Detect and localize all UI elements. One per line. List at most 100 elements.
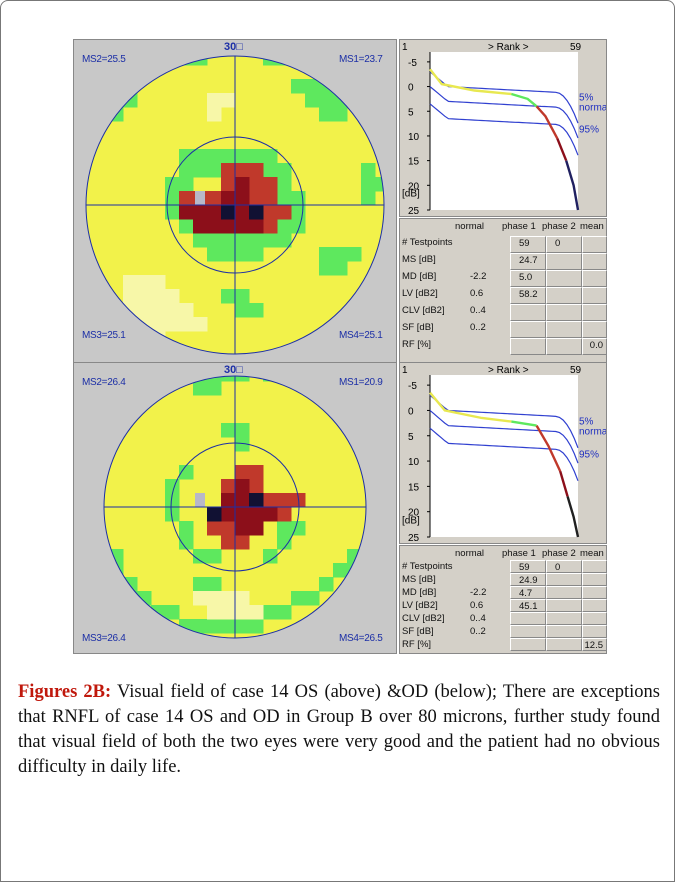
- field-cell-pale: [207, 93, 222, 108]
- table-header: phase 1: [502, 221, 536, 232]
- field-cell-pale: [235, 605, 250, 620]
- field-cell-darkred: [179, 205, 194, 220]
- field-cell-green: [165, 479, 180, 494]
- y-tick-label: 15: [408, 157, 420, 168]
- field-cell-red: [263, 219, 278, 234]
- field-cell-pale: [207, 591, 222, 606]
- field-cell-green: [193, 149, 208, 164]
- field-cell-green: [104, 549, 110, 564]
- table-cell-phase1: [510, 638, 546, 651]
- y-tick-label: 25: [408, 533, 420, 543]
- field-cell-darkred: [193, 219, 208, 234]
- table-normal-value: -2.2: [470, 587, 487, 598]
- table-header: phase 2: [542, 548, 576, 559]
- table-row-label: SF [dB]: [402, 626, 434, 637]
- table-row-label: # Testpoints: [402, 561, 453, 572]
- table-row-label: MS [dB]: [402, 574, 436, 585]
- table-cell-mean: [582, 270, 607, 287]
- field-cell-green: [277, 177, 292, 192]
- field-cell-red: [221, 521, 236, 536]
- field-cell-pale: [137, 303, 152, 318]
- blind-spot-cell: [195, 191, 205, 205]
- field-cell-red: [263, 191, 278, 206]
- field-cell-green: [235, 619, 250, 634]
- y-tick-label: 25: [408, 206, 420, 216]
- field-cell-pale: [151, 303, 166, 318]
- field-cell-green: [179, 521, 194, 536]
- field-cell-green: [249, 619, 264, 634]
- table-cell-value: 59: [519, 562, 530, 573]
- percentile-95-curve: [429, 103, 579, 156]
- field-cell-green: [221, 289, 236, 304]
- field-cell-green: [291, 591, 306, 606]
- field-cell-green: [361, 423, 366, 438]
- y-tick-label: -5: [408, 58, 417, 69]
- field-cell-green: [333, 395, 348, 410]
- y-tick-label: 20: [408, 508, 420, 519]
- table-cell-phase2: [546, 599, 582, 612]
- patient-curve-segment: [429, 391, 512, 423]
- table-cell-mean: [582, 625, 607, 638]
- field-30-label: 30□: [224, 41, 243, 53]
- ms4-label: MS4=26.5: [339, 633, 383, 644]
- field-cell-green: [263, 549, 278, 564]
- y-tick-label: 10: [408, 457, 420, 468]
- rank-curve-panel-os: 1 > Rank > 59 -5 0 5 10 15 20 25 [dB] 5%normal 95%: [399, 39, 607, 217]
- field-cell-green: [333, 261, 348, 276]
- table-row-label: CLV [dB2]: [402, 305, 445, 316]
- field-cell-green: [291, 376, 306, 382]
- percentile-95-curve: [429, 427, 579, 482]
- field-cell-green: [319, 261, 334, 276]
- field-cell-green: [263, 233, 278, 248]
- rank-curve-od-svg: 1 > Rank > 59 -5 0 5 10 15 20 25 [dB] 5%normal 95%: [402, 365, 606, 543]
- patient-curve-segment: [535, 424, 562, 472]
- field-cell-green: [193, 56, 208, 66]
- table-header: phase 2: [542, 221, 576, 232]
- field-cell-green: [235, 376, 250, 382]
- field-cell-green: [104, 437, 110, 452]
- field-cell-pale: [221, 591, 236, 606]
- field-cell-green: [137, 591, 152, 606]
- field-cell-green: [347, 409, 362, 424]
- field-cell-pale: [165, 289, 180, 304]
- table-row-label: MD [dB]: [402, 271, 437, 282]
- table-cell-phase1: 45.1: [510, 599, 546, 612]
- table-row-label: CLV [dB2]: [402, 613, 445, 624]
- table-cell-phase2: [546, 573, 582, 586]
- field-cell-green: [179, 177, 194, 192]
- y-tick-label: -5: [408, 381, 417, 392]
- field-cell-green: [375, 437, 390, 452]
- field-cell-pale: [137, 331, 152, 346]
- field-cell-green: [263, 605, 278, 620]
- table-cell-phase2: 0: [546, 236, 582, 253]
- field-cell-green: [277, 233, 292, 248]
- table-cell-value: 45.1: [519, 601, 538, 612]
- field-cell-darkred: [221, 493, 236, 508]
- field-cell-green: [123, 591, 138, 606]
- field-cell-green: [319, 93, 334, 108]
- field-cell-green: [263, 149, 278, 164]
- y-tick-label: 5: [408, 432, 414, 443]
- field-cell-pale: [179, 317, 194, 332]
- ms2-label: MS2=26.4: [82, 377, 126, 388]
- patient-curve-segment: [559, 470, 569, 497]
- field-cell-pale: [221, 93, 236, 108]
- field-cell-green: [179, 163, 194, 178]
- figure-caption: Figures 2B: Visual field of case 14 OS (…: [18, 680, 660, 780]
- table-cell-phase2: [546, 338, 582, 355]
- field-cell-pale: [137, 289, 152, 304]
- table-header: normal: [455, 548, 485, 559]
- field-cell-green: [165, 56, 180, 66]
- table-cell-mean: [582, 253, 607, 270]
- field-cell-green: [207, 149, 222, 164]
- field-cell-pale: [151, 289, 166, 304]
- field-cell-pale: [179, 303, 194, 318]
- caption-label: Figures 2B:: [18, 682, 112, 702]
- field-cell-green: [249, 233, 264, 248]
- field-cell-pale: [137, 275, 152, 290]
- field-cell-green: [221, 619, 236, 634]
- table-cell-mean: [582, 304, 607, 321]
- table-cell-mean: [582, 586, 607, 599]
- patient-curve-segment: [535, 105, 559, 139]
- rank-title: > Rank >: [488, 42, 529, 53]
